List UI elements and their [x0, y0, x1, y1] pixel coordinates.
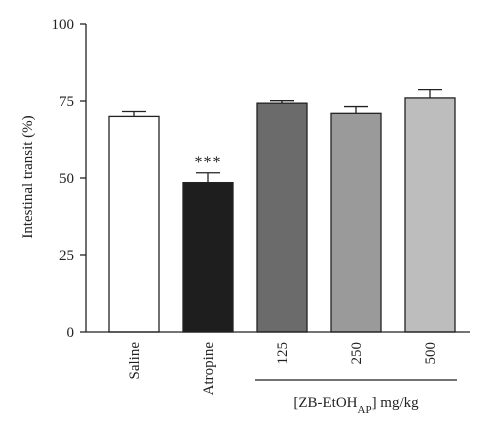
x-tick-label: Atropine: [201, 342, 217, 396]
significance-marker: ***: [195, 154, 222, 171]
x-tick-label: 250: [349, 342, 365, 365]
bracket-label-main: [ZB-EtOH: [293, 395, 357, 411]
bar-500: [404, 97, 456, 333]
x-tick-label: 500: [423, 342, 439, 365]
bar-atropine: [182, 181, 234, 333]
y-tick-label: 25: [59, 248, 74, 264]
bar-125: [256, 102, 308, 333]
y-tick-label: 50: [59, 171, 74, 187]
bar-saline: [108, 115, 160, 333]
x-tick-label: 125: [275, 342, 291, 365]
bracket-label-tail: ] mg/kg: [372, 395, 420, 411]
y-axis: 0 25 50 75 100: [52, 17, 87, 341]
bars: ***: [108, 88, 456, 333]
y-tick-label: 75: [59, 94, 74, 110]
group-bracket-label: [ZB-EtOHAP] mg/kg: [293, 395, 419, 416]
bracket-label-subscript: AP: [358, 404, 372, 416]
y-tick-label: 100: [52, 17, 75, 33]
bar-250: [330, 112, 382, 333]
y-tick-label: 0: [67, 325, 75, 341]
x-axis: Saline Atropine 125 250 500: [86, 331, 470, 396]
y-axis-title: Intestinal transit (%): [20, 115, 36, 238]
x-tick-label: Saline: [127, 342, 143, 380]
group-bracket: [ZB-EtOHAP] mg/kg: [255, 379, 457, 416]
